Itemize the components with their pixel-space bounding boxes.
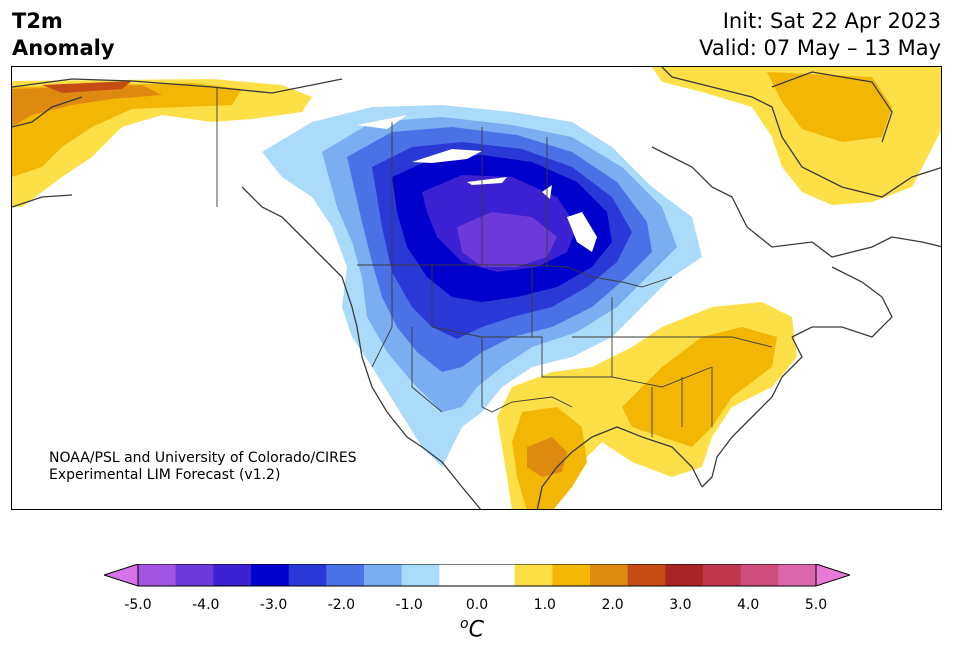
unit-prefix: o — [460, 616, 469, 632]
colorbar-segment — [477, 564, 516, 586]
colorbar-segment — [288, 564, 327, 586]
border-line — [357, 264, 673, 288]
warm-core-greenland — [767, 72, 892, 142]
border-line — [572, 336, 773, 348]
colorbar-segment — [703, 564, 742, 586]
colorbar-tick-label: -1.0 — [395, 597, 423, 613]
unit-text: C — [468, 617, 484, 643]
border-line — [431, 265, 483, 407]
colorbar-tick-label: 4.0 — [737, 597, 760, 613]
warm-core-alaska — [12, 83, 242, 177]
colorbar-segment — [401, 564, 440, 586]
border-line — [411, 327, 443, 413]
colorbar-segment — [590, 564, 629, 586]
coastline — [536, 426, 703, 509]
colorbar-segment — [740, 564, 779, 586]
lake-shape — [357, 115, 407, 129]
colorbar-tick-label: 2.0 — [601, 597, 624, 613]
credit-line2: Experimental LIM Forecast (v1.2) — [49, 467, 281, 483]
coastline — [771, 71, 893, 143]
date-info: Init: Sat 22 Apr 2023 Valid: 07 May – 13… — [699, 8, 941, 62]
colorbar — [104, 564, 850, 587]
coastline — [791, 266, 893, 338]
colorbar-segment — [138, 564, 177, 586]
border-line — [482, 336, 612, 378]
colorbar-tick-label: 5.0 — [804, 597, 828, 613]
colorbar-tick-label: -4.0 — [192, 597, 220, 613]
warm-peak-alaska — [42, 81, 132, 93]
coastline — [241, 186, 482, 509]
unit-label: oC — [460, 616, 484, 642]
map-panel — [11, 66, 942, 510]
credit-line1: NOAA/PSL and University of Colorado/CIRE… — [49, 450, 357, 466]
colorbar-outline — [137, 564, 817, 587]
init-date: Init: Sat 22 Apr 2023 — [722, 9, 941, 33]
colorbar-tick-label: -5.0 — [124, 597, 152, 613]
colorbar-segment — [778, 564, 817, 586]
anomaly-map — [12, 67, 941, 509]
colorbar-tick-label: -3.0 — [259, 597, 288, 613]
warm-max-alaska — [12, 85, 162, 127]
map-title: T2m Anomaly — [12, 8, 115, 62]
colorbar-left-arrow — [104, 564, 139, 587]
colorbar-tick-label: 1.0 — [533, 597, 556, 613]
political-borders — [216, 87, 773, 437]
coastline — [12, 194, 73, 208]
colorbar-segment — [514, 564, 553, 586]
colorbar-segment — [627, 564, 666, 586]
lake-shape — [567, 212, 597, 252]
colorbar-tick-label: -2.0 — [327, 597, 356, 613]
coastline — [12, 96, 83, 128]
warm-core-east — [622, 327, 777, 447]
credit-text: NOAA/PSL and University of Colorado/CIRE… — [49, 450, 357, 484]
coastline — [651, 146, 941, 258]
colorbar-segments — [138, 564, 817, 586]
colorbar-right-arrow — [815, 564, 850, 587]
lake-shape — [412, 149, 482, 163]
colorbar-segment — [251, 564, 290, 586]
colorbar-segment — [439, 564, 478, 586]
coastlines — [12, 67, 941, 509]
colorbar-tick-label: 0.0 — [465, 597, 489, 613]
lake-shape — [467, 177, 507, 185]
colorbar-segment — [326, 564, 365, 586]
colorbar-segment — [665, 564, 704, 586]
map-title-line1: T2m — [12, 9, 63, 33]
coastline — [701, 336, 803, 488]
coastline — [12, 78, 343, 94]
colorbar-segment — [175, 564, 214, 586]
colorbar-segment — [213, 564, 252, 586]
border-line — [481, 396, 573, 413]
border-line — [371, 265, 393, 368]
colorbar-tick-label: 3.0 — [669, 597, 692, 613]
map-title-line2: Anomaly — [12, 36, 115, 60]
coastline — [661, 67, 941, 198]
colorbar-segment — [552, 564, 591, 586]
colorbar-segment — [364, 564, 403, 586]
valid-date: Valid: 07 May – 13 May — [699, 36, 941, 60]
